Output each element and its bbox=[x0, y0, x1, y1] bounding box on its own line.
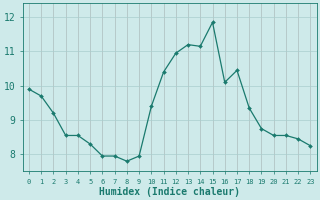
X-axis label: Humidex (Indice chaleur): Humidex (Indice chaleur) bbox=[99, 186, 240, 197]
